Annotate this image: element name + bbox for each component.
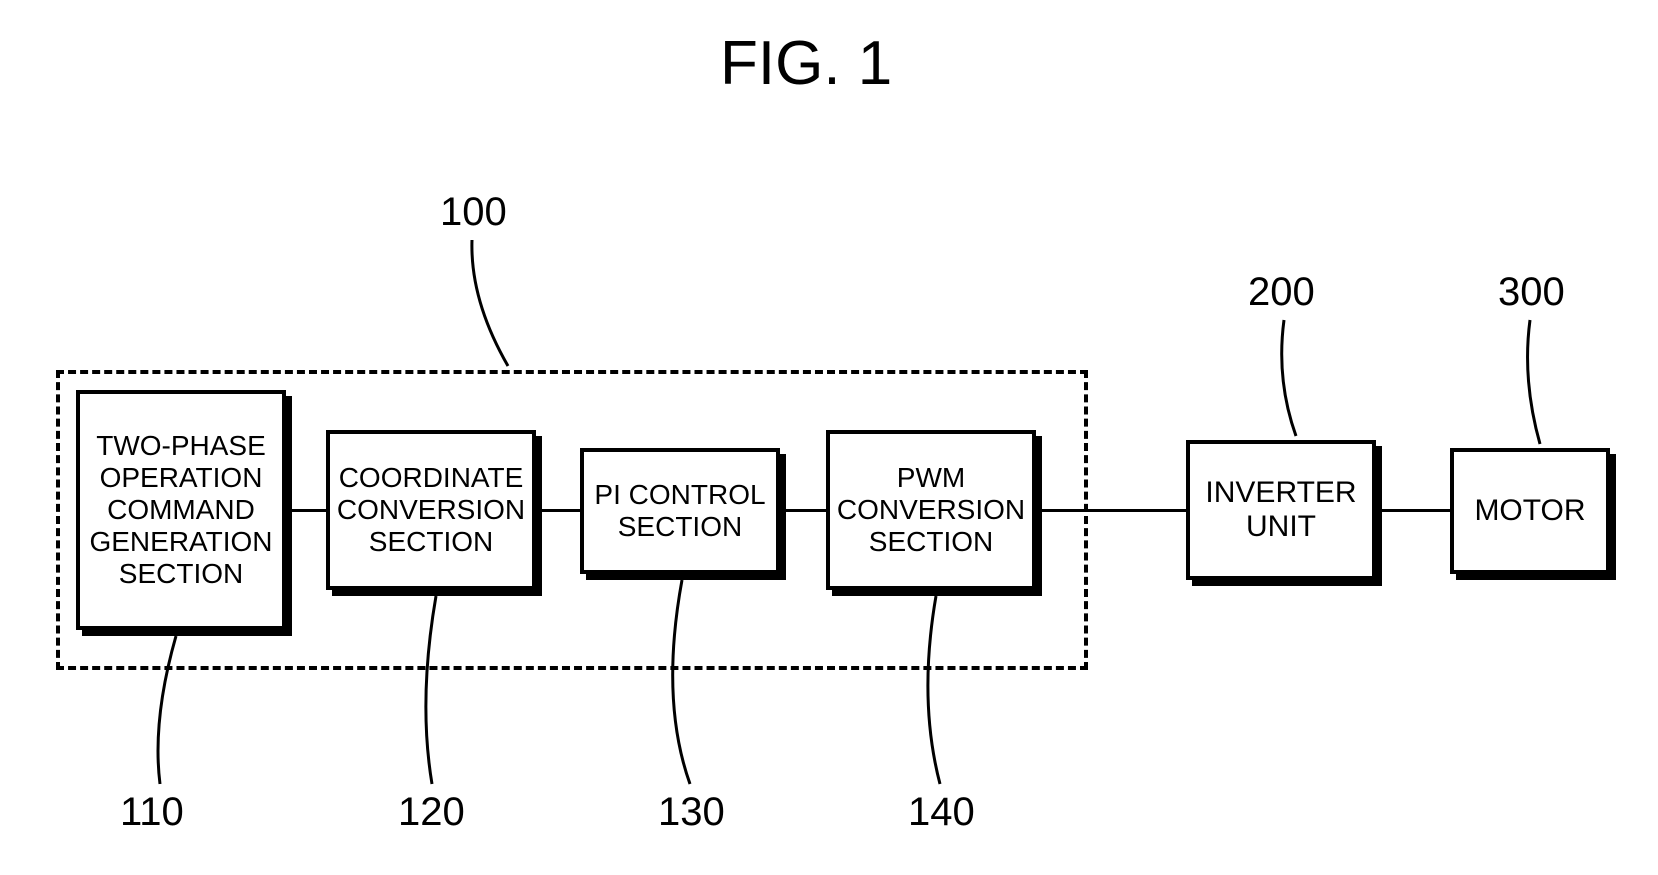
ref-label-300: 300 [1498, 270, 1565, 315]
leader-100 [466, 236, 512, 370]
ref-label-130: 130 [658, 790, 725, 835]
ref-label-200: 200 [1248, 270, 1315, 315]
block-label: PI CONTROL SECTION [594, 479, 765, 543]
block-b140: PWM CONVERSION SECTION [826, 430, 1036, 590]
leader-300 [1518, 316, 1544, 448]
ref-label-100: 100 [440, 190, 507, 235]
block-label: COORDINATE CONVERSION SECTION [337, 462, 525, 559]
block-b110: TWO-PHASE OPERATION COMMAND GENERATION S… [76, 390, 286, 630]
block-b120: COORDINATE CONVERSION SECTION [326, 430, 536, 590]
block-label: INVERTER UNIT [1205, 476, 1356, 545]
leader-130 [656, 576, 694, 788]
block-label: PWM CONVERSION SECTION [837, 462, 1025, 559]
connector-b130-b140 [780, 509, 826, 512]
ref-label-140: 140 [908, 790, 975, 835]
block-label: TWO-PHASE OPERATION COMMAND GENERATION S… [89, 430, 272, 591]
block-b300: MOTOR [1450, 448, 1610, 574]
diagram-canvas: FIG. 1 100 TWO-PHASE OPERATION COMMAND G… [0, 0, 1658, 875]
connector-b200-b300 [1376, 509, 1450, 512]
connector-b140-b200 [1036, 509, 1186, 512]
block-b130: PI CONTROL SECTION [580, 448, 780, 574]
ref-label-120: 120 [398, 790, 465, 835]
block-b200: INVERTER UNIT [1186, 440, 1376, 580]
leader-140 [914, 592, 944, 788]
leader-200 [1272, 316, 1300, 440]
figure-title: FIG. 1 [720, 28, 892, 99]
connector-b120-b130 [536, 509, 580, 512]
ref-label-110: 110 [120, 790, 184, 835]
leader-120 [414, 592, 440, 788]
leader-110 [148, 632, 180, 788]
block-label: MOTOR [1474, 494, 1585, 529]
connector-b110-b120 [286, 509, 326, 512]
